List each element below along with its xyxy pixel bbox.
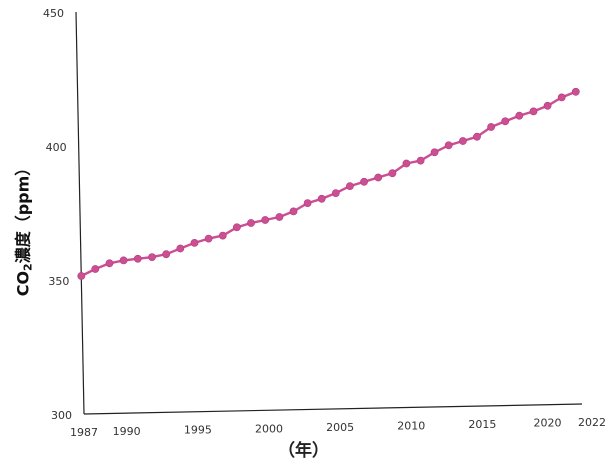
data-point: [289, 207, 298, 216]
chart-axes: [75, 11, 583, 415]
plot-area: [77, 87, 580, 280]
data-point: [119, 256, 128, 265]
x-axis-label: （年）: [278, 441, 329, 461]
data-point: [388, 169, 397, 178]
data-point: [557, 93, 566, 102]
x-tick-label: 2020: [534, 417, 562, 430]
data-point: [190, 238, 199, 247]
x-tick-label: 1987: [70, 426, 98, 439]
data-point: [91, 265, 100, 273]
data-point: [148, 253, 156, 261]
y-tick-label: 400: [46, 141, 67, 154]
data-point: [275, 213, 284, 221]
data-point: [430, 148, 439, 157]
data-point: [416, 156, 425, 165]
y-axis-label-suffix: 濃度（ppm）: [13, 159, 33, 264]
x-tick-label: 2005: [326, 421, 354, 434]
data-point: [317, 194, 326, 203]
data-point: [374, 173, 383, 182]
data-point: [458, 137, 467, 145]
data-point: [176, 244, 185, 253]
data-point: [543, 101, 552, 110]
data-point: [247, 219, 255, 227]
data-point: [402, 159, 411, 168]
data-point: [162, 250, 171, 259]
data-point: [487, 123, 495, 131]
data-point: [571, 87, 580, 96]
data-point: [360, 177, 368, 186]
data-point: [133, 254, 142, 263]
data-point: [515, 111, 524, 120]
data-point: [232, 223, 241, 232]
data-point: [261, 216, 270, 224]
x-tick-labels: 1987 1990 1995 2000 2005 2010 2015 2020 2022: [70, 416, 606, 439]
y-tick-label: 350: [48, 275, 69, 288]
y-axis-label: CO2濃度（ppm）: [10, 160, 35, 297]
series-line: [80, 90, 577, 278]
y-tick-labels: 300 350 400 450: [43, 7, 72, 422]
x-axis-line: [83, 403, 583, 415]
data-point: [218, 231, 227, 240]
y-axis-label-prefix: CO: [13, 270, 33, 297]
x-tick-label: 1995: [184, 424, 212, 437]
x-tick-label: 2015: [468, 418, 496, 431]
data-point: [204, 234, 213, 243]
y-tick-label: 450: [43, 7, 64, 20]
data-point: [331, 189, 340, 197]
data-point: [77, 272, 86, 280]
x-tick-label: 2022: [578, 416, 606, 429]
data-point: [303, 199, 312, 207]
y-tick-label: 300: [51, 409, 72, 422]
y-axis-line: [75, 11, 85, 415]
data-point: [444, 141, 453, 150]
data-point: [105, 259, 114, 268]
x-tick-label: 1990: [113, 425, 141, 438]
data-point: [345, 182, 354, 190]
x-tick-label: 2010: [397, 419, 425, 432]
y-axis-label-subscript: 2: [21, 263, 35, 271]
data-point: [473, 132, 481, 141]
x-tick-label: 2000: [255, 422, 283, 435]
data-point: [501, 117, 510, 126]
data-point: [529, 107, 538, 116]
